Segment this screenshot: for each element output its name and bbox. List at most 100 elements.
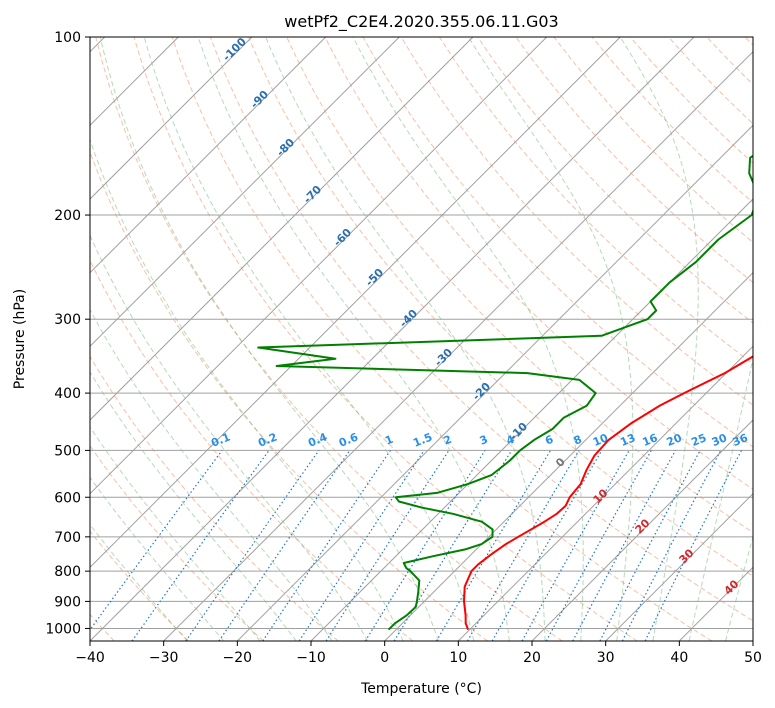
dry-adiabat-label: -50 (363, 266, 386, 289)
x-tick-label: 10 (449, 650, 467, 666)
y-tick-label: 200 (54, 208, 81, 224)
dry-adiabat (553, 37, 753, 244)
mixing-ratio-label: 2 (442, 433, 454, 448)
dry-adiabat-label: -100 (220, 35, 249, 64)
x-tick-label: 0 (380, 650, 389, 666)
moist-adiabat (688, 355, 753, 641)
y-axis-label: Pressure (hPa) (12, 289, 28, 389)
mixing-ratio-line (521, 450, 630, 641)
mixing-ratio-label: 30 (710, 431, 729, 449)
dry-adiabat-label: -40 (397, 307, 420, 330)
y-tick-label: 500 (54, 443, 81, 459)
moist-adiabat (90, 234, 369, 641)
dry-adiabat (90, 150, 488, 641)
isotherm (90, 37, 327, 274)
mixing-ratio-line (545, 450, 652, 641)
isotherm (457, 345, 753, 641)
moist-adiabat-label: 20 (633, 516, 653, 536)
isotherm (90, 37, 474, 421)
dewpoint-profile (257, 154, 753, 631)
mixing-ratio-line (621, 450, 722, 641)
dry-adiabat-label: -70 (301, 183, 324, 206)
chart-title: wetPf2_C2E4.2020.355.06.11.G03 (284, 12, 558, 32)
isotherm (236, 124, 753, 641)
background-lines (90, 37, 753, 641)
background-line-labels: 0.1 0.2 0.4 0.6 1 1.5 2 3 4 6 8 10 13 16 20 25 30 36-100-… (209, 35, 750, 598)
mixing-ratio-label: 0.1 (209, 430, 232, 449)
profile-lines (257, 154, 753, 631)
moist-adiabat (90, 523, 188, 641)
isotherm (90, 37, 548, 495)
y-tick-label: 900 (54, 594, 81, 610)
x-tick-label: 40 (670, 650, 688, 666)
dry-adiabat (324, 37, 753, 490)
x-tick-label: −40 (75, 650, 105, 666)
plot-frame (89, 36, 754, 642)
mixing-ratio-line (435, 450, 552, 641)
dry-adiabat (744, 37, 753, 46)
x-tick-label: −30 (149, 650, 179, 666)
x-tick-label: 50 (744, 650, 762, 666)
dry-adiabat (248, 37, 753, 577)
mixing-ratio-label: 0.4 (306, 430, 329, 449)
dry-adiabat-label: -30 (432, 346, 455, 369)
dry-adiabat-label: -90 (248, 88, 271, 111)
mixing-ratio-line (599, 450, 701, 641)
mixing-ratio-line (572, 450, 677, 641)
y-tick-label: 1000 (45, 621, 81, 637)
x-axis: −40 −30 −20 −10 0 10 20 30 40 50 (75, 641, 762, 666)
mixing-ratio-line (131, 450, 270, 641)
y-axis: 1000 900 800 700 600 500 400 300 200 100 (45, 30, 90, 637)
mixing-ratio-label: 16 (640, 431, 659, 449)
dry-adiabat-label: -20 (470, 380, 493, 403)
dry-adiabat (706, 37, 753, 86)
isotherm (310, 198, 753, 641)
y-tick-label: 400 (54, 386, 81, 402)
moist-adiabat-label: 0 (553, 455, 568, 470)
dry-adiabat (171, 37, 712, 641)
dry-adiabat (95, 37, 563, 641)
isotherm (90, 37, 695, 641)
mixing-ratio-line (364, 450, 486, 641)
mixing-ratio-line (218, 450, 351, 641)
moist-adiabat-label: 40 (722, 577, 742, 597)
moist-adiabat (619, 37, 699, 641)
mixing-ratio-label: 8 (572, 433, 584, 448)
dry-adiabat (438, 37, 753, 365)
moist-adiabat (143, 37, 475, 641)
dry-adiabat-label: -80 (274, 136, 297, 159)
mixing-ratio-label: 25 (689, 431, 708, 449)
isotherm (605, 492, 753, 641)
x-tick-label: 20 (523, 650, 541, 666)
isotherm (90, 37, 400, 348)
mixing-ratio-line (298, 450, 425, 641)
isotherm (678, 566, 753, 641)
y-tick-label: 800 (54, 564, 81, 580)
mixing-ratio-line (90, 450, 223, 631)
mixing-ratio-line (185, 450, 320, 641)
mixing-ratio-label: 1 (383, 433, 395, 448)
isotherm (90, 37, 621, 569)
moist-adiabat (90, 476, 225, 641)
x-axis-label: Temperature (°C) (360, 681, 482, 697)
temperature-profile (463, 355, 753, 631)
mixing-ratio-line (262, 450, 391, 641)
dry-adiabat (90, 530, 190, 641)
moist-adiabat (725, 534, 753, 641)
mixing-ratio-label: 0.6 (337, 430, 360, 449)
isotherm (90, 37, 253, 200)
moist-adiabat (90, 426, 261, 641)
y-tick-label: 100 (54, 30, 81, 46)
isotherm (384, 271, 753, 641)
dry-adiabat (90, 444, 264, 641)
moist-adiabat (99, 37, 439, 641)
dry-adiabat (362, 37, 753, 448)
dry-adiabat (209, 37, 753, 622)
moist-adiabat (197, 37, 510, 641)
mixing-ratio-label: 3 (478, 433, 490, 448)
moist-adiabat (90, 138, 404, 641)
moist-adiabat (352, 37, 584, 641)
mixing-ratio-line (393, 450, 513, 641)
mixing-ratio-line (644, 450, 743, 641)
